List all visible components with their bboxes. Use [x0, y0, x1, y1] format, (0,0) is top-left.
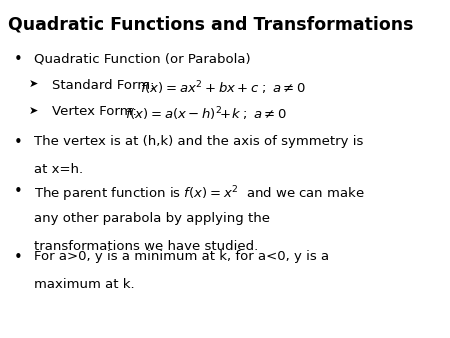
Text: Standard Form:: Standard Form: — [52, 79, 158, 92]
Text: at x=h.: at x=h. — [34, 163, 83, 176]
Text: $f(x) = a(x - h)^2\!\!+\!k\;;\;a \neq 0$: $f(x) = a(x - h)^2\!\!+\!k\;;\;a \neq 0$ — [125, 105, 287, 123]
Text: transformations we have studied.: transformations we have studied. — [34, 240, 258, 252]
Text: Quadratic Functions and Transformations: Quadratic Functions and Transformations — [8, 15, 414, 33]
Text: •: • — [14, 250, 22, 265]
Text: maximum at k.: maximum at k. — [34, 278, 135, 291]
Text: Quadratic Function (or Parabola): Quadratic Function (or Parabola) — [34, 52, 250, 65]
Text: any other parabola by applying the: any other parabola by applying the — [34, 212, 270, 225]
Text: ➤: ➤ — [29, 79, 39, 90]
Text: ➤: ➤ — [29, 105, 39, 116]
Text: •: • — [14, 52, 22, 67]
Text: •: • — [14, 135, 22, 150]
Text: The parent function is $f(x) = x^2$  and we can make: The parent function is $f(x) = x^2$ and … — [34, 184, 365, 204]
Text: $f(x) = ax^2 + bx + c\;;\;a \neq 0$: $f(x) = ax^2 + bx + c\;;\;a \neq 0$ — [140, 79, 306, 97]
Text: •: • — [14, 184, 22, 199]
Text: For a>0, y is a minimum at k, for a<0, y is a: For a>0, y is a minimum at k, for a<0, y… — [34, 250, 329, 263]
Text: Vertex Form:: Vertex Form: — [52, 105, 141, 118]
Text: The vertex is at (h,k) and the axis of symmetry is: The vertex is at (h,k) and the axis of s… — [34, 135, 363, 148]
